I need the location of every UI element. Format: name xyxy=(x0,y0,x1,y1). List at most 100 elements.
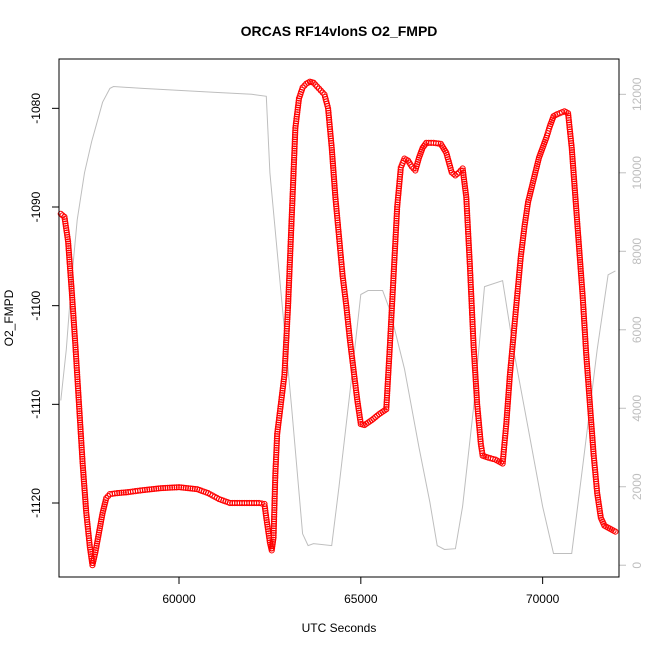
data-point xyxy=(583,351,590,359)
data-point xyxy=(592,471,599,478)
data-point xyxy=(70,310,77,317)
y-tick-label: -1110 xyxy=(29,390,43,419)
data-point xyxy=(77,419,84,426)
data-point xyxy=(469,318,476,326)
data-point xyxy=(386,344,393,351)
data-point xyxy=(93,540,101,547)
data-point xyxy=(452,172,459,179)
data-point xyxy=(67,267,74,274)
data-point xyxy=(282,341,290,348)
data-point xyxy=(270,522,277,530)
data-point xyxy=(285,291,292,298)
data-point xyxy=(287,245,294,252)
data-point xyxy=(261,505,269,512)
data-point xyxy=(114,490,121,497)
data-point xyxy=(295,97,302,104)
data-point xyxy=(475,417,482,424)
data-point xyxy=(390,277,397,284)
data-point xyxy=(164,484,171,491)
data-point xyxy=(317,87,324,94)
data-point xyxy=(383,406,390,413)
data-point xyxy=(83,512,90,519)
data-point xyxy=(332,196,339,203)
data-point xyxy=(284,320,291,328)
data-point xyxy=(292,124,299,132)
data-point xyxy=(387,323,394,330)
data-point xyxy=(331,182,338,190)
data-point xyxy=(523,207,530,215)
data-point xyxy=(329,151,336,158)
chart-title: ORCAS RF14vlonS O2_FMPD xyxy=(241,23,438,39)
data-point xyxy=(341,288,348,296)
data-point xyxy=(567,130,574,138)
data-point xyxy=(474,410,482,417)
y2-tick-label: 10000 xyxy=(630,156,644,190)
data-point xyxy=(285,293,292,300)
data-point xyxy=(69,301,76,308)
data-point xyxy=(75,387,82,394)
data-point xyxy=(78,435,85,442)
data-point xyxy=(271,490,278,498)
data-point xyxy=(78,451,86,458)
data-point xyxy=(272,470,279,477)
data-point xyxy=(386,353,393,360)
data-point xyxy=(182,484,189,492)
data-point xyxy=(286,259,293,266)
point-series xyxy=(57,78,619,569)
data-point xyxy=(595,501,602,508)
data-point xyxy=(572,203,580,210)
data-point xyxy=(388,300,396,307)
data-point xyxy=(455,169,463,176)
data-point xyxy=(155,485,162,492)
data-point xyxy=(397,169,404,176)
data-point xyxy=(571,178,578,185)
data-point xyxy=(98,514,105,521)
data-point xyxy=(584,363,591,370)
data-point xyxy=(271,484,279,491)
data-point xyxy=(84,523,91,530)
data-point xyxy=(350,364,357,371)
data-point xyxy=(282,355,289,362)
data-point xyxy=(516,264,523,272)
data-point xyxy=(612,528,619,535)
data-point xyxy=(270,534,277,541)
data-point xyxy=(84,521,91,528)
data-point xyxy=(394,203,401,211)
data-point xyxy=(283,332,290,339)
data-point xyxy=(500,451,507,458)
data-point xyxy=(66,254,73,261)
data-point xyxy=(77,424,84,431)
data-point xyxy=(272,458,279,465)
data-point xyxy=(595,499,602,506)
data-point xyxy=(588,425,595,433)
data-point xyxy=(284,314,291,321)
data-point xyxy=(472,373,479,381)
data-point xyxy=(333,205,340,212)
data-point xyxy=(589,439,596,446)
data-point xyxy=(463,203,470,210)
data-point xyxy=(263,514,270,521)
data-point xyxy=(594,494,601,501)
data-point xyxy=(65,251,73,259)
data-point xyxy=(68,290,75,297)
data-point xyxy=(69,305,77,313)
data-point xyxy=(273,440,280,447)
data-point xyxy=(397,171,404,178)
data-point xyxy=(271,506,278,514)
data-point xyxy=(568,146,575,154)
data-point xyxy=(348,353,355,360)
data-point xyxy=(573,216,581,223)
data-point xyxy=(355,405,362,412)
data-point xyxy=(468,302,475,309)
data-point xyxy=(287,243,294,250)
data-point xyxy=(524,205,531,212)
data-point xyxy=(568,142,575,149)
data-point xyxy=(385,367,392,374)
data-point xyxy=(396,173,404,180)
data-point xyxy=(287,250,294,257)
data-point xyxy=(392,233,399,241)
data-point xyxy=(271,511,278,518)
data-point xyxy=(524,203,531,210)
data-point xyxy=(284,311,291,318)
